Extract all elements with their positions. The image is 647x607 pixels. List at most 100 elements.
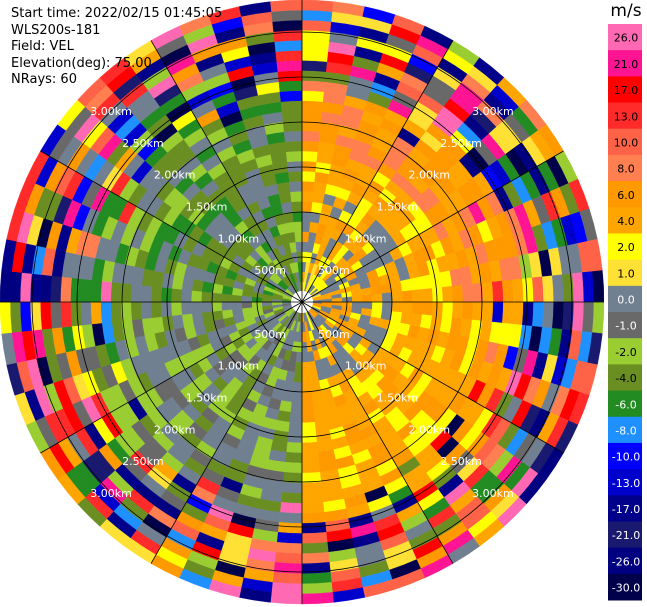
- gate-cell: [301, 50, 329, 62]
- gate-cell: [211, 301, 223, 312]
- gate-cell: [371, 301, 383, 311]
- azimuth-spoke: [301, 301, 454, 564]
- colorbar-tick-label: 17.0: [614, 84, 639, 97]
- gate-cell: [100, 301, 113, 324]
- gate-cell: [140, 301, 153, 320]
- range-ring-label: 1.50km: [377, 201, 419, 214]
- gate-cell: [301, 191, 314, 203]
- gate-cell: [276, 532, 303, 544]
- gate-cell: [278, 191, 292, 204]
- gate-cell: [411, 301, 424, 315]
- gate-cell: [270, 0, 303, 12]
- colorbar-cell: [608, 24, 642, 51]
- colorbar-tick-label: -4.0: [615, 372, 636, 385]
- gate-cell: [410, 313, 423, 328]
- gate-cell: [283, 130, 303, 143]
- colorbar-cell: [608, 573, 642, 601]
- gate-cell: [311, 390, 324, 403]
- gate-cell: [542, 275, 554, 303]
- colorbar-tick-label: -17.0: [612, 503, 640, 516]
- gate-cell: [301, 552, 330, 564]
- colorbar-cell: [608, 416, 642, 444]
- range-ring-label: 1.50km: [377, 391, 419, 404]
- gate-cell: [211, 292, 223, 303]
- gate-cell: [201, 301, 213, 313]
- gate-cell: [288, 421, 303, 434]
- colorbar-cell: [608, 390, 642, 418]
- gate-cell: [231, 301, 243, 310]
- ppi-plot: 500m 500m 500m 500m 1.00km 1.00km 1.00km 1.00km…: [0, 0, 604, 605]
- radial-gates: [0, 0, 604, 605]
- range-ring-label: 2.50km: [440, 455, 482, 468]
- gate-cell: [441, 301, 454, 319]
- gate-cell: [160, 301, 173, 317]
- gate-cell: [312, 400, 326, 413]
- gate-cell: [191, 312, 204, 326]
- colorbar-tick-label: 4.0: [617, 215, 635, 228]
- azimuth-spoke: [40, 301, 303, 454]
- gate-cell: [280, 201, 293, 214]
- gate-cell: [502, 279, 514, 303]
- gate-cell: [231, 294, 243, 303]
- azimuth-spoke: [150, 301, 303, 564]
- gate-cell: [301, 70, 327, 82]
- gate-cell: [201, 311, 214, 324]
- gate-cell: [301, 461, 321, 474]
- colorbar-cell: [608, 102, 642, 130]
- range-ring-labels: 500m 500m 500m 500m 1.00km 1.00km 1.00km 1.00km…: [90, 105, 513, 500]
- gate-cell: [283, 461, 303, 474]
- gate-cell: [301, 90, 325, 102]
- range-ring-label: 2.50km: [122, 455, 164, 468]
- gate-cell: [461, 301, 474, 321]
- gate-cell: [170, 301, 183, 316]
- gate-cell: [532, 301, 544, 328]
- gate-cell: [301, 371, 311, 383]
- gate-cell: [552, 274, 564, 303]
- gate-cell: [301, 60, 328, 72]
- gate-cell: [301, 481, 323, 494]
- gate-cell: [288, 170, 303, 183]
- azimuth-spoke: [150, 40, 303, 303]
- gate-cell: [80, 278, 92, 303]
- gate-cell: [301, 512, 326, 524]
- azimuth-spoke: [301, 301, 564, 454]
- gate-cell: [281, 481, 303, 494]
- colorbar-cell: [608, 495, 642, 522]
- gate-cell: [221, 293, 233, 303]
- gate-cell: [481, 301, 494, 323]
- gate-cell: [391, 301, 403, 313]
- colorbar-tick-label: -30.0: [612, 582, 640, 595]
- colorbar-cell: [608, 285, 642, 313]
- gate-cell: [287, 431, 303, 444]
- gate-cell: [301, 201, 313, 213]
- gate-cell: [180, 289, 193, 303]
- azimuth-spoke: [301, 150, 564, 303]
- gate-cell: [289, 411, 303, 424]
- gate-cell: [284, 451, 303, 464]
- gate-cell: [301, 180, 315, 193]
- scan-info: Start time: 2022/02/15 01:45:05 WLS200s-…: [11, 6, 222, 89]
- colorbar-unit: m/s: [610, 1, 641, 21]
- gate-cell: [301, 160, 317, 173]
- gate-cell: [291, 391, 303, 403]
- range-ring-label: 2.00km: [408, 169, 450, 182]
- gate-cell: [281, 110, 303, 123]
- azimuth-spoke: [301, 40, 454, 303]
- colorbar-cell: [608, 76, 642, 104]
- gate-cell: [301, 110, 323, 123]
- range-ring-label: 2.00km: [154, 423, 196, 436]
- colorbar-tick-label: -1.0: [615, 320, 636, 333]
- colorbar-tick-label: -2.0: [615, 346, 636, 359]
- gate-cell: [277, 522, 303, 534]
- gate-cell: [295, 241, 303, 253]
- gate-cell: [60, 276, 72, 303]
- gate-cell: [301, 130, 321, 143]
- gate-cell: [181, 276, 194, 291]
- azimuth-spoke: [40, 150, 303, 303]
- gate-cell: [532, 276, 544, 303]
- colorbar-cell: [608, 521, 642, 549]
- gate-cell: [431, 301, 444, 317]
- gate-cell: [301, 421, 316, 434]
- colorbar-cell: [608, 442, 642, 470]
- gate-cell: [293, 221, 303, 233]
